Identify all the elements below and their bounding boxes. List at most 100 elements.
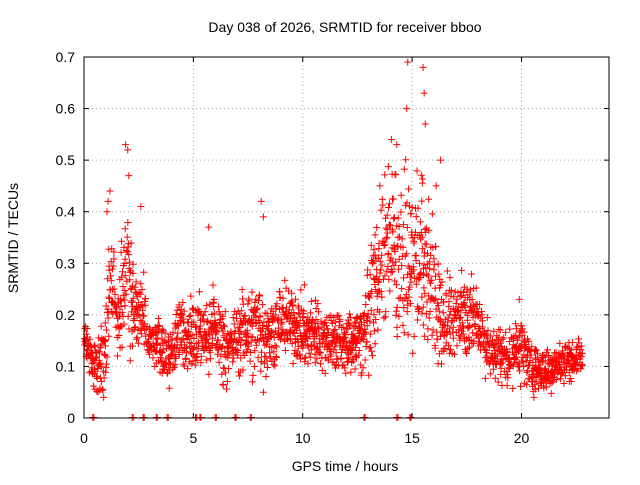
data-point <box>364 293 372 301</box>
data-point <box>483 352 491 360</box>
data-point <box>190 334 198 342</box>
data-point <box>462 350 470 358</box>
data-point <box>567 377 575 385</box>
data-point <box>432 182 440 190</box>
data-point <box>101 337 109 345</box>
data-point <box>455 331 463 339</box>
data-point <box>430 261 438 269</box>
data-point <box>105 332 113 340</box>
data-point <box>151 362 159 370</box>
data-point <box>458 327 466 335</box>
data-point <box>236 310 244 318</box>
data-point <box>243 346 251 354</box>
data-point <box>349 357 357 365</box>
data-point <box>424 272 432 280</box>
data-point <box>306 353 314 361</box>
data-point <box>427 251 435 259</box>
data-point <box>375 240 383 248</box>
data-point <box>300 307 308 315</box>
data-point <box>457 313 465 321</box>
data-point <box>135 310 143 318</box>
data-point <box>490 327 498 335</box>
data-point <box>400 165 408 173</box>
data-point <box>418 245 426 253</box>
data-point <box>124 248 132 256</box>
data-point <box>374 277 382 285</box>
data-point <box>206 348 214 356</box>
data-point <box>362 301 370 309</box>
data-point <box>110 248 118 256</box>
data-point <box>136 316 144 324</box>
data-point <box>299 338 307 346</box>
data-point <box>270 361 278 369</box>
data-point <box>245 297 253 305</box>
data-point <box>542 383 550 391</box>
data-point <box>272 343 280 351</box>
data-point <box>428 331 436 339</box>
data-point <box>500 334 508 342</box>
data-point <box>310 338 318 346</box>
data-point <box>415 259 423 267</box>
data-point <box>109 265 117 273</box>
data-point <box>439 309 447 317</box>
data-point <box>182 344 190 352</box>
data-point <box>290 308 298 316</box>
data-point <box>362 343 370 351</box>
data-point <box>172 335 180 343</box>
data-point <box>210 295 218 303</box>
data-point <box>311 350 319 358</box>
data-point <box>406 299 414 307</box>
data-point <box>124 146 132 154</box>
data-point <box>252 341 260 349</box>
data-point <box>208 334 216 342</box>
data-point <box>407 413 415 421</box>
data-point <box>245 342 253 350</box>
data-point <box>179 360 187 368</box>
data-point <box>109 262 117 270</box>
data-point <box>229 358 237 366</box>
data-point <box>129 260 137 268</box>
data-point <box>126 258 134 266</box>
data-point <box>491 340 499 348</box>
data-point <box>239 366 247 374</box>
data-point <box>556 375 564 383</box>
data-point <box>426 265 434 273</box>
data-point <box>312 316 320 324</box>
data-points <box>81 58 587 421</box>
data-point <box>418 197 426 205</box>
data-point <box>257 367 265 375</box>
data-point <box>97 378 105 386</box>
data-point <box>314 343 322 351</box>
data-point <box>481 374 489 382</box>
data-point <box>400 274 408 282</box>
data-point <box>169 329 177 337</box>
data-point <box>313 355 321 363</box>
data-point <box>124 243 132 251</box>
data-point <box>237 341 245 349</box>
data-point <box>544 351 552 359</box>
data-point <box>331 326 339 334</box>
data-point <box>95 347 103 355</box>
data-point <box>412 280 420 288</box>
data-point <box>113 352 121 360</box>
data-point <box>577 365 585 373</box>
data-point <box>295 310 303 318</box>
data-point <box>437 156 445 164</box>
data-point <box>373 292 381 300</box>
data-point <box>312 329 320 337</box>
data-point <box>86 335 94 343</box>
data-point <box>98 385 106 393</box>
data-point <box>124 218 132 226</box>
data-point <box>415 304 423 312</box>
data-point <box>103 309 111 317</box>
data-point <box>380 314 388 322</box>
data-point <box>370 246 378 254</box>
data-point <box>490 355 498 363</box>
data-point <box>257 197 265 205</box>
data-point <box>410 332 418 340</box>
data-point <box>516 382 524 390</box>
data-point <box>118 237 126 245</box>
data-point <box>445 297 453 305</box>
data-point <box>194 345 202 353</box>
data-point <box>248 378 256 386</box>
